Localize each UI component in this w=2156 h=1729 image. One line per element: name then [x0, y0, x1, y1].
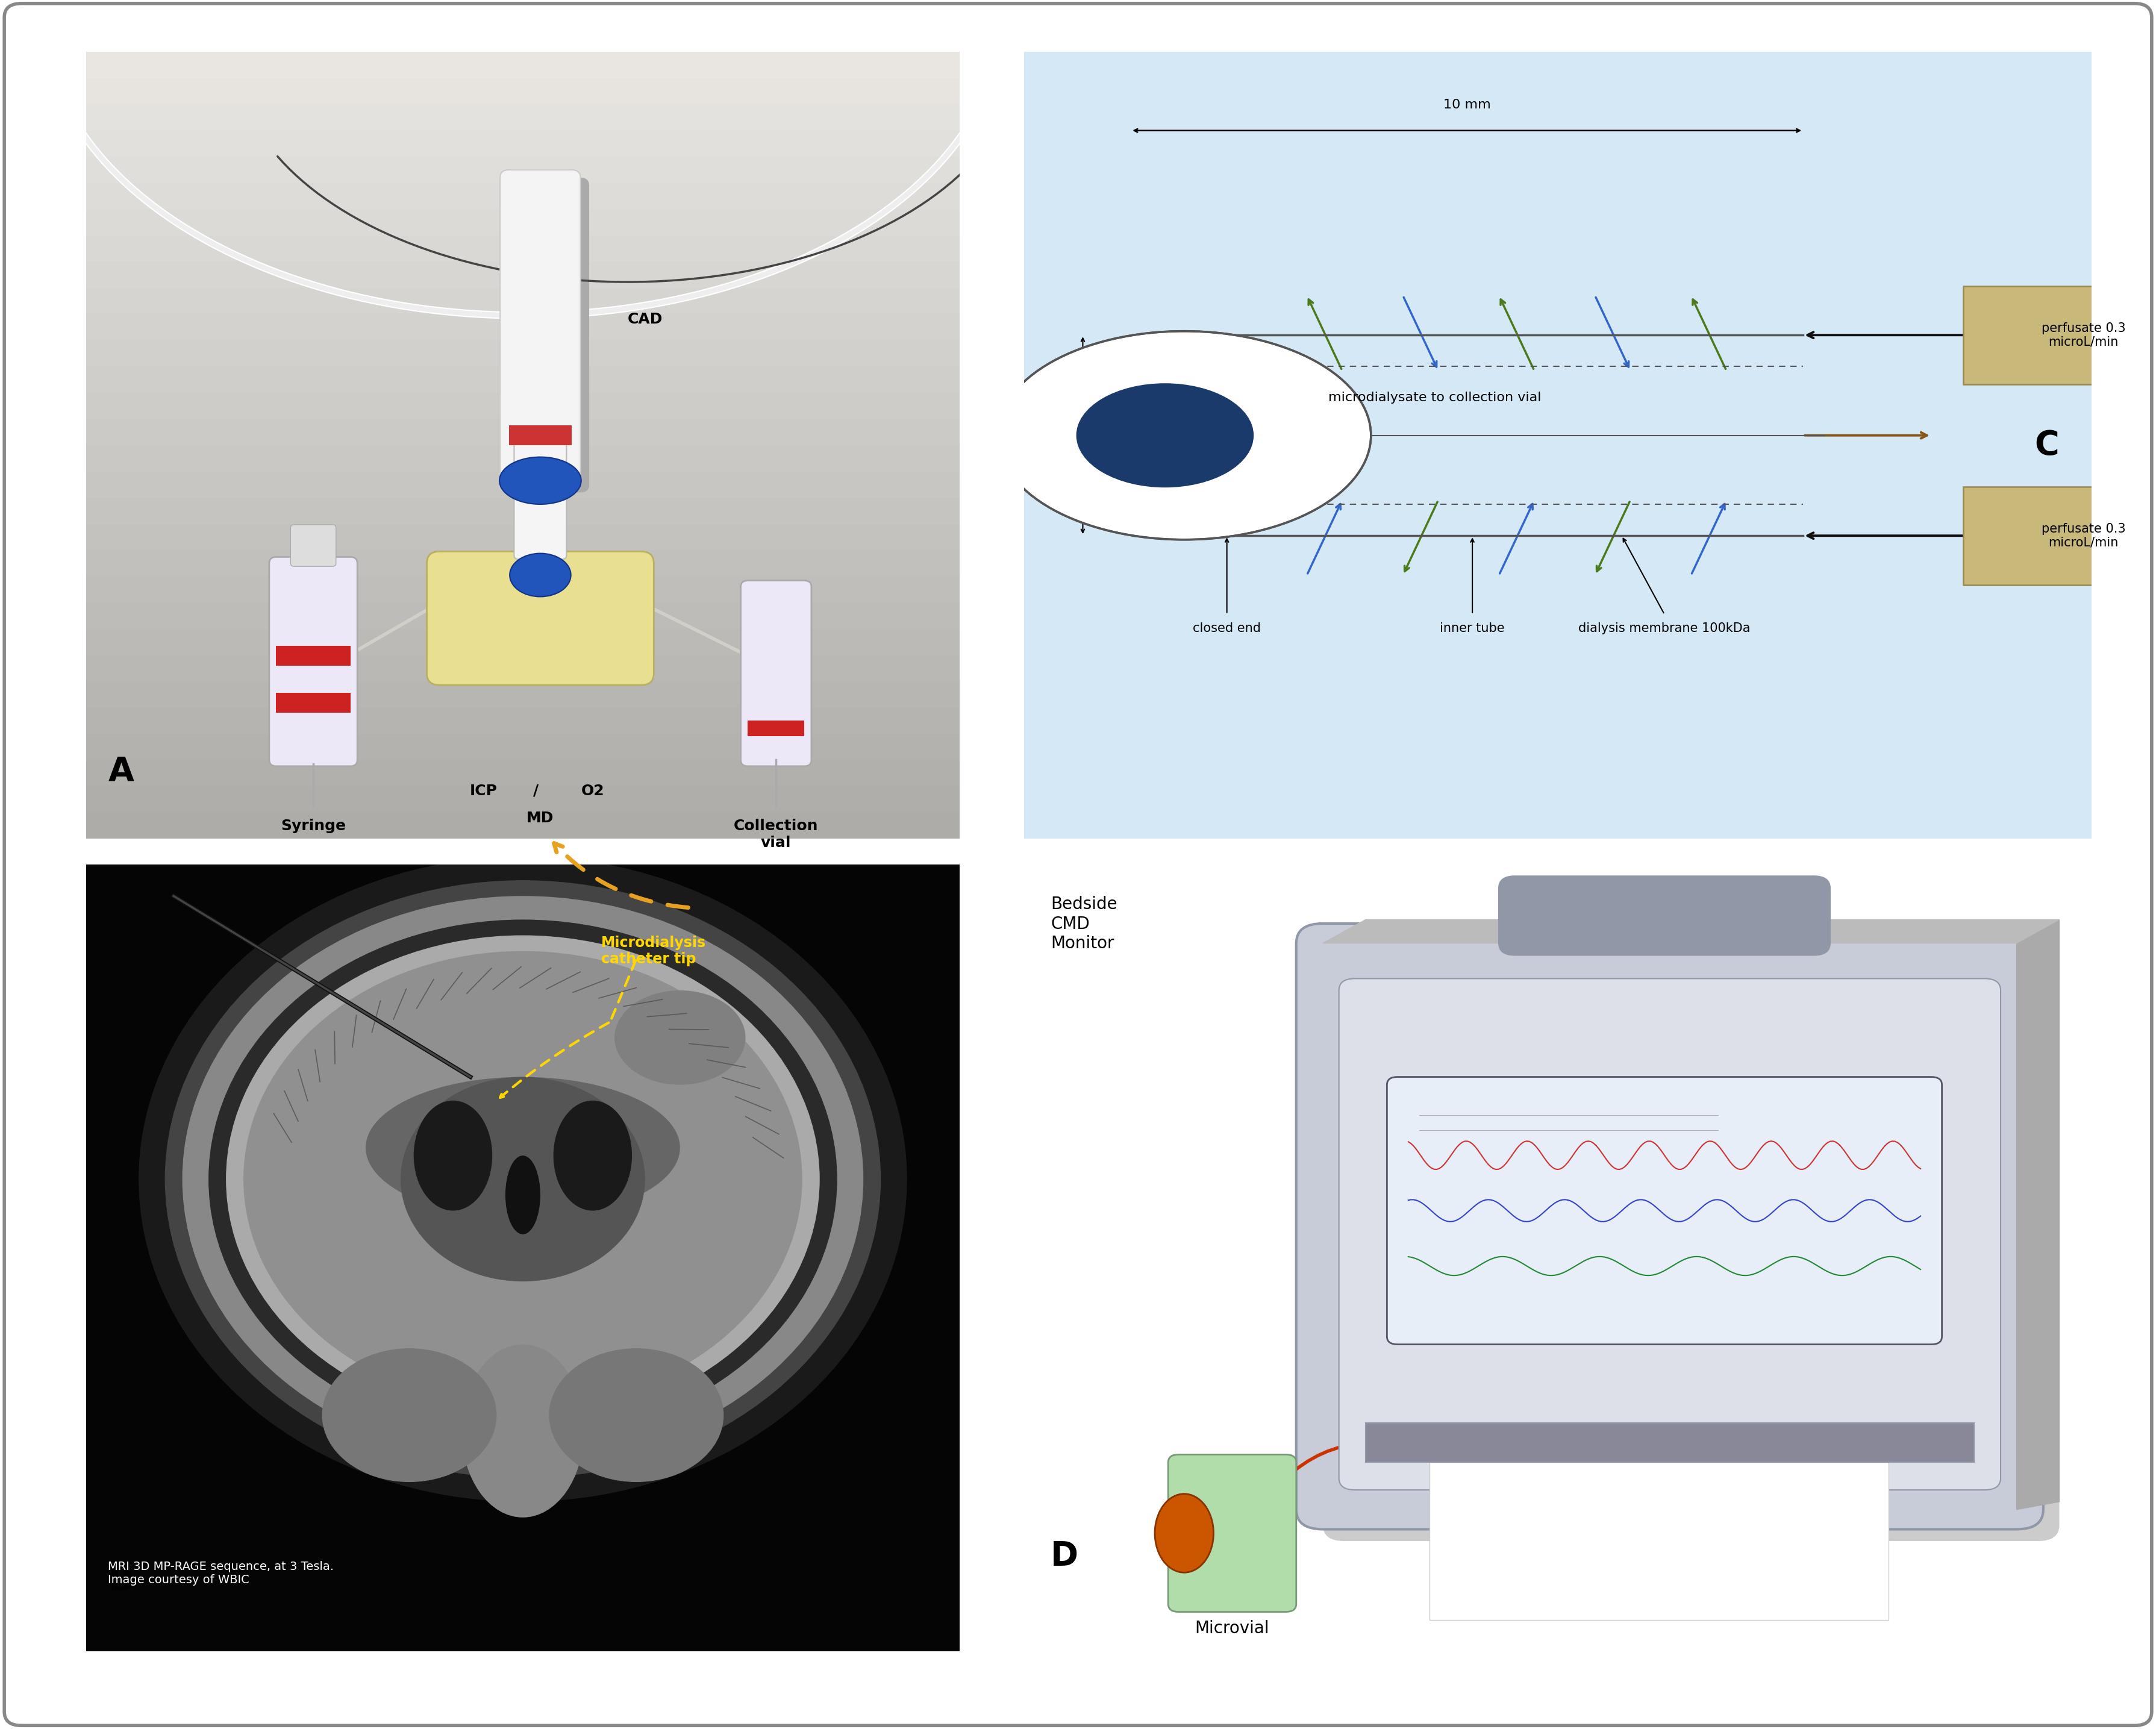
- Bar: [86, 131, 959, 157]
- Ellipse shape: [614, 991, 746, 1084]
- Text: O2: O2: [582, 783, 604, 799]
- Bar: [509, 425, 571, 446]
- Bar: [86, 261, 959, 287]
- Ellipse shape: [321, 1349, 496, 1482]
- Bar: [86, 813, 959, 839]
- Ellipse shape: [509, 553, 571, 597]
- Ellipse shape: [505, 1155, 541, 1235]
- Ellipse shape: [1156, 1494, 1214, 1573]
- Bar: [86, 787, 959, 813]
- Bar: [1365, 1423, 1975, 1463]
- FancyBboxPatch shape: [1169, 1454, 1296, 1611]
- FancyBboxPatch shape: [1296, 923, 2044, 1528]
- Bar: [86, 681, 959, 707]
- Bar: [86, 733, 959, 761]
- Polygon shape: [1324, 920, 2059, 944]
- Bar: [86, 392, 959, 418]
- Bar: [86, 498, 959, 524]
- FancyBboxPatch shape: [1429, 1463, 1889, 1620]
- Bar: [86, 524, 959, 550]
- Ellipse shape: [244, 951, 802, 1407]
- Ellipse shape: [461, 1345, 584, 1518]
- Bar: [86, 629, 959, 655]
- Ellipse shape: [226, 935, 819, 1423]
- Bar: [748, 721, 804, 737]
- Ellipse shape: [500, 456, 582, 505]
- Bar: [86, 209, 959, 235]
- Text: /: /: [533, 783, 539, 799]
- Ellipse shape: [401, 1077, 645, 1281]
- Text: microdialysate to collection vial: microdialysate to collection vial: [1328, 392, 1542, 405]
- Text: closed end: closed end: [1192, 622, 1261, 635]
- Ellipse shape: [998, 332, 1371, 539]
- Text: Syringe: Syringe: [280, 820, 345, 833]
- Text: A: A: [108, 756, 134, 787]
- Ellipse shape: [1076, 384, 1253, 488]
- Ellipse shape: [209, 920, 837, 1439]
- FancyBboxPatch shape: [1498, 877, 1830, 954]
- Text: D: D: [1050, 1541, 1078, 1573]
- Text: MRI 3D MP-RAGE sequence, at 3 Tesla.
Image courtesy of WBIC: MRI 3D MP-RAGE sequence, at 3 Tesla. Ima…: [108, 1561, 334, 1585]
- FancyBboxPatch shape: [291, 524, 336, 567]
- Bar: [86, 157, 959, 183]
- Ellipse shape: [183, 896, 862, 1463]
- FancyBboxPatch shape: [742, 581, 811, 766]
- Bar: [86, 104, 959, 131]
- Text: dialysis membrane 100kDa: dialysis membrane 100kDa: [1578, 622, 1751, 635]
- FancyBboxPatch shape: [513, 441, 567, 558]
- Bar: [86, 418, 959, 446]
- Ellipse shape: [414, 1101, 492, 1210]
- Text: 0.5 mm: 0.5 mm: [1059, 412, 1069, 460]
- Bar: [86, 576, 959, 603]
- Bar: [86, 655, 959, 681]
- FancyBboxPatch shape: [500, 169, 580, 484]
- Bar: [86, 550, 959, 576]
- Text: Bedside
CMD
Monitor: Bedside CMD Monitor: [1050, 896, 1117, 953]
- Ellipse shape: [164, 880, 882, 1478]
- Ellipse shape: [138, 856, 908, 1503]
- Bar: [86, 707, 959, 733]
- Bar: [276, 647, 351, 666]
- Text: Microdialysis
catheter tip: Microdialysis catheter tip: [602, 935, 707, 967]
- FancyBboxPatch shape: [509, 178, 589, 493]
- Polygon shape: [2016, 920, 2059, 1509]
- Ellipse shape: [554, 1101, 632, 1210]
- Bar: [86, 315, 959, 341]
- Text: ICP: ICP: [470, 783, 498, 799]
- Ellipse shape: [550, 1349, 724, 1482]
- Text: perfusate 0.3
microL/min: perfusate 0.3 microL/min: [2042, 322, 2126, 348]
- Text: inner tube: inner tube: [1440, 622, 1505, 635]
- Text: CAD: CAD: [627, 313, 662, 327]
- Text: B: B: [108, 1565, 134, 1598]
- Text: C: C: [2035, 429, 2059, 462]
- Bar: [86, 287, 959, 315]
- FancyBboxPatch shape: [1964, 486, 2156, 584]
- Text: Microvial: Microvial: [1194, 1620, 1270, 1637]
- Bar: [86, 52, 959, 78]
- Bar: [86, 472, 959, 498]
- FancyBboxPatch shape: [427, 552, 653, 685]
- Text: Collection
vial: Collection vial: [733, 820, 819, 851]
- Bar: [86, 603, 959, 629]
- Bar: [86, 235, 959, 261]
- FancyBboxPatch shape: [1339, 979, 2001, 1490]
- FancyBboxPatch shape: [1964, 285, 2156, 384]
- Bar: [276, 693, 351, 712]
- Bar: [86, 446, 959, 472]
- FancyBboxPatch shape: [1015, 45, 2100, 845]
- Text: 10 mm: 10 mm: [1442, 99, 1490, 111]
- Bar: [86, 183, 959, 209]
- Text: perfusate 0.3
microL/min: perfusate 0.3 microL/min: [2042, 522, 2126, 548]
- Bar: [86, 341, 959, 367]
- Bar: [86, 367, 959, 392]
- FancyBboxPatch shape: [1386, 1077, 1943, 1345]
- Text: MD: MD: [526, 811, 554, 825]
- Bar: [86, 761, 959, 787]
- Bar: [86, 78, 959, 104]
- FancyBboxPatch shape: [1324, 944, 2059, 1541]
- Ellipse shape: [367, 1077, 679, 1219]
- FancyBboxPatch shape: [270, 557, 358, 766]
